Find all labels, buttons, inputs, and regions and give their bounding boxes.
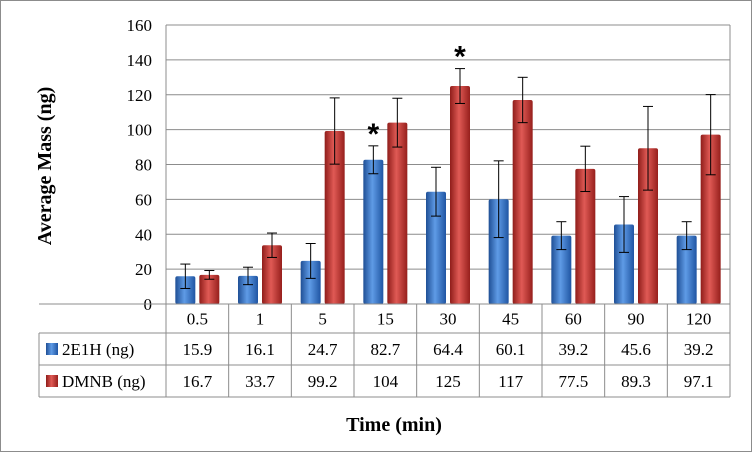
error-bars — [180, 68, 716, 289]
bar — [638, 148, 658, 304]
y-tick-label: 140 — [127, 51, 153, 70]
bar — [488, 199, 509, 304]
y-tick-label: 120 — [127, 86, 153, 105]
data-label: 82.7 — [370, 340, 400, 359]
y-tick-label: 80 — [135, 156, 152, 175]
bar — [363, 159, 384, 304]
x-tick-label: 0.5 — [187, 310, 208, 329]
x-tick-label: 120 — [686, 310, 712, 329]
significance-marker: * — [454, 41, 466, 74]
legend-entry: 2E1H (ng) — [62, 340, 134, 359]
data-label: 33.7 — [245, 372, 275, 391]
data-label: 39.2 — [558, 340, 588, 359]
y-tick-label: 160 — [127, 16, 153, 35]
bar — [324, 131, 345, 304]
annotations: ** — [367, 41, 466, 151]
significance-marker: * — [367, 118, 379, 151]
y-tick-label: 60 — [135, 190, 152, 209]
data-label: 117 — [498, 372, 523, 391]
data-label: 97.1 — [684, 372, 714, 391]
y-tick-label: 100 — [127, 121, 153, 140]
x-tick-label: 30 — [440, 310, 457, 329]
bar — [238, 275, 258, 304]
legend-entry: DMNB (ng) — [62, 372, 146, 391]
bar — [300, 260, 321, 304]
bar — [199, 274, 220, 304]
gridlines — [165, 24, 731, 305]
bar — [387, 122, 408, 305]
data-label: 16.7 — [182, 372, 212, 391]
bar — [614, 224, 634, 304]
data-label: 15.9 — [182, 340, 212, 359]
bar — [700, 134, 721, 304]
x-tick-label: 1 — [256, 310, 265, 329]
bar — [676, 235, 697, 304]
bar — [175, 276, 196, 304]
data-label: 89.3 — [621, 372, 651, 391]
bar — [551, 235, 572, 304]
bar — [450, 86, 470, 304]
data-label: 16.1 — [245, 340, 275, 359]
data-label: 104 — [373, 372, 399, 391]
x-tick-label: 15 — [377, 310, 394, 329]
bar — [512, 99, 533, 304]
legend-key — [46, 343, 58, 355]
bar — [575, 168, 596, 304]
x-axis-title: Time (min) — [346, 414, 442, 436]
data-label: 125 — [435, 372, 461, 391]
x-tick-label: 60 — [565, 310, 582, 329]
x-tick-label: 5 — [318, 310, 327, 329]
data-label: 99.2 — [308, 372, 338, 391]
bar — [262, 245, 282, 304]
legend-key — [46, 375, 58, 387]
x-tick-label: 45 — [502, 310, 519, 329]
x-tick-label: 90 — [628, 310, 645, 329]
data-label: 64.4 — [433, 340, 463, 359]
data-label: 45.6 — [621, 340, 651, 359]
y-axis-title: Average Mass (ng) — [34, 87, 56, 245]
bars — [175, 86, 721, 305]
data-label: 39.2 — [684, 340, 714, 359]
data-label: 24.7 — [308, 340, 338, 359]
y-tick-label: 20 — [135, 260, 152, 279]
bar — [426, 191, 446, 304]
y-tick-label: 40 — [135, 225, 152, 244]
data-label: 60.1 — [496, 340, 526, 359]
data-label: 77.5 — [558, 372, 588, 391]
